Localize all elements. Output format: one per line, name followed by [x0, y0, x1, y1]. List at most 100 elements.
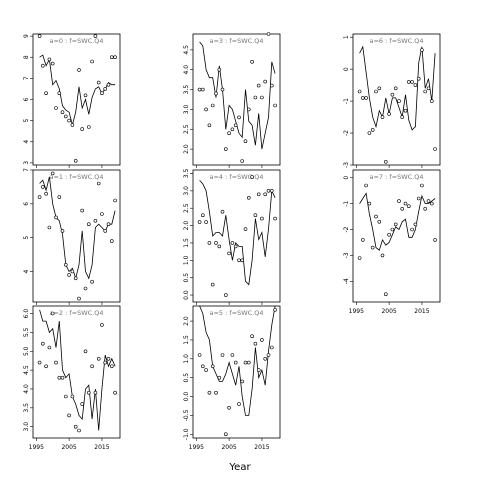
y-tick-label: 0	[343, 176, 350, 180]
data-point	[80, 402, 84, 406]
data-point	[57, 195, 62, 199]
data-point	[416, 196, 421, 201]
data-point	[93, 219, 98, 223]
series-line	[359, 45, 436, 131]
data-point	[256, 83, 261, 88]
data-point	[263, 79, 268, 84]
y-tick-label: 3	[23, 161, 30, 165]
data-point	[83, 286, 88, 291]
data-point	[77, 296, 81, 301]
y-tick-label: 1.0	[183, 255, 190, 265]
y-tick-label: 2.0	[183, 316, 190, 326]
data-point	[420, 183, 424, 188]
data-point	[207, 241, 212, 245]
y-tick-label: 3.0	[183, 186, 190, 196]
y-tick-label: 0.0	[183, 290, 190, 300]
y-tick-label: 5.0	[23, 346, 30, 356]
y-tick-label: 0.0	[183, 392, 190, 402]
y-tick-label: 5	[23, 236, 30, 240]
panel-6: a=6 : f=SWC.Q4 -3 -2 -1 0 1	[343, 33, 441, 168]
data-point	[214, 91, 218, 96]
data-point	[60, 229, 65, 233]
data-point	[243, 360, 248, 365]
data-point	[96, 80, 101, 85]
data-point	[397, 199, 401, 203]
data-point	[54, 215, 58, 220]
data-point	[83, 349, 88, 354]
data-point	[57, 375, 62, 380]
data-point	[367, 201, 372, 206]
y-tick-label: 6.0	[23, 309, 30, 319]
data-point	[201, 87, 205, 92]
y-tick-label: 6	[23, 202, 30, 206]
data-point	[113, 198, 117, 203]
y-tick-label: 5	[23, 119, 30, 123]
data-point	[214, 241, 218, 245]
data-point	[60, 375, 65, 380]
data-point	[67, 273, 71, 277]
y-tick-label: -1	[343, 200, 350, 206]
data-point	[220, 87, 225, 92]
data-point	[269, 189, 274, 193]
data-point	[197, 220, 202, 224]
data-point	[260, 338, 264, 342]
y-tick-label: -1	[343, 98, 350, 104]
y-tick-label: 0.5	[183, 373, 190, 383]
data-point	[106, 356, 111, 361]
data-point	[110, 239, 114, 243]
panel-frame	[352, 169, 441, 303]
series-line	[199, 305, 276, 416]
data-point	[374, 89, 378, 94]
data-point	[73, 276, 78, 281]
y-tick-label: 3.5	[183, 85, 190, 95]
data-point	[269, 83, 274, 88]
data-point	[397, 99, 401, 103]
data-point	[230, 241, 235, 245]
y-tick-label: 2.5	[183, 203, 190, 213]
data-point	[54, 360, 58, 365]
data-point	[240, 159, 244, 163]
panel-4: a=4 : f=SWC.Q4 0.0 0.5 1.0 1.5 2.0 2.5 3.0 3.5	[183, 169, 281, 305]
data-point	[220, 209, 225, 214]
x-tick-label: 2015	[414, 308, 429, 315]
data-point	[364, 96, 368, 100]
y-tick-label: 3.5	[183, 169, 190, 179]
data-point	[87, 390, 91, 395]
data-point	[210, 282, 215, 287]
data-point	[224, 147, 228, 151]
y-tick-label: 3.5	[23, 403, 30, 413]
data-point	[44, 91, 48, 95]
data-point	[377, 220, 382, 224]
data-point	[93, 390, 98, 395]
x-tick-label: 2005	[221, 444, 236, 451]
data-point	[100, 212, 104, 216]
data-point	[96, 356, 101, 361]
data-point	[70, 269, 75, 274]
y-tick-label: 4	[23, 269, 30, 273]
data-point	[429, 201, 434, 206]
data-point	[410, 227, 414, 232]
data-point	[433, 238, 437, 242]
y-tick-label: 8	[23, 55, 30, 59]
data-point	[83, 93, 88, 98]
y-tick-label: -4	[343, 278, 350, 284]
panel-frame	[192, 305, 281, 439]
data-point	[380, 115, 385, 119]
data-point	[390, 92, 395, 97]
y-tick-label: 2.0	[183, 221, 190, 231]
data-point	[214, 390, 218, 395]
panel-0: a=0 : f=SWC.Q4 3 4 5 6 7 8 9	[23, 33, 121, 168]
data-point	[204, 107, 208, 112]
data-point	[207, 390, 212, 395]
data-point	[364, 183, 368, 188]
data-point	[237, 115, 241, 120]
y-tick-label: 6	[23, 97, 30, 101]
data-point	[243, 227, 248, 231]
panel-title: a=1 : f=SWC.Q4	[49, 173, 103, 181]
data-point	[410, 80, 414, 84]
data-point	[67, 413, 71, 418]
data-point	[64, 114, 68, 119]
data-point	[383, 160, 388, 164]
data-point	[37, 195, 42, 199]
